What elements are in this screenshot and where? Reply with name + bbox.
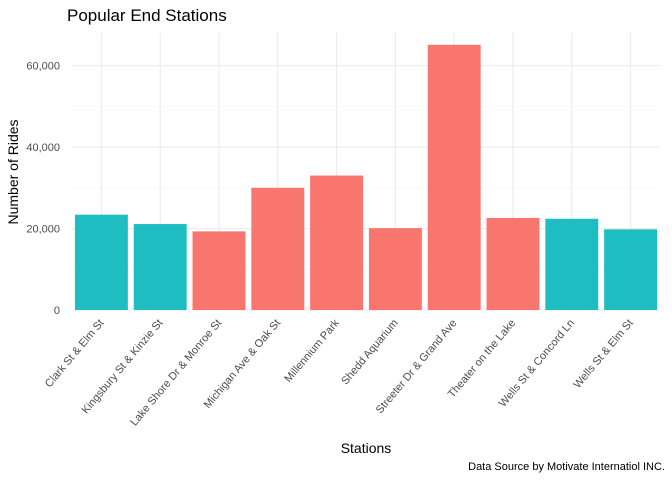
x-tick-label: Millennium Park: [282, 317, 342, 385]
y-tick-label: 0: [54, 305, 60, 317]
x-tick-label: Wells St & Elm St: [571, 317, 635, 391]
y-tick-label: 60,000: [26, 61, 60, 73]
y-axis-ticks: 0 20,000 40,000 60,000: [26, 61, 60, 317]
y-tick-label: 40,000: [26, 142, 60, 154]
bars-layer: [74, 44, 658, 311]
bar: [545, 218, 599, 310]
x-tick-label: Shedd Aquarium: [339, 317, 400, 387]
bar: [133, 224, 187, 310]
x-axis-title: Stations: [341, 440, 392, 456]
bar: [486, 217, 540, 310]
chart-title: Popular End Stations: [67, 6, 227, 25]
bar: [192, 231, 246, 310]
bar: [74, 214, 128, 310]
bar: [427, 44, 481, 311]
y-tick-label: 20,000: [26, 224, 60, 236]
bar: [251, 187, 305, 310]
bar: [604, 229, 658, 310]
data-source-caption: Data Source by Motivate Internatiol INC.: [468, 461, 665, 473]
x-tick-label: Clark St & Elm St: [43, 317, 107, 390]
y-axis-title: Number of Rides: [5, 119, 21, 224]
bar: [368, 228, 422, 310]
bar: [310, 175, 364, 310]
